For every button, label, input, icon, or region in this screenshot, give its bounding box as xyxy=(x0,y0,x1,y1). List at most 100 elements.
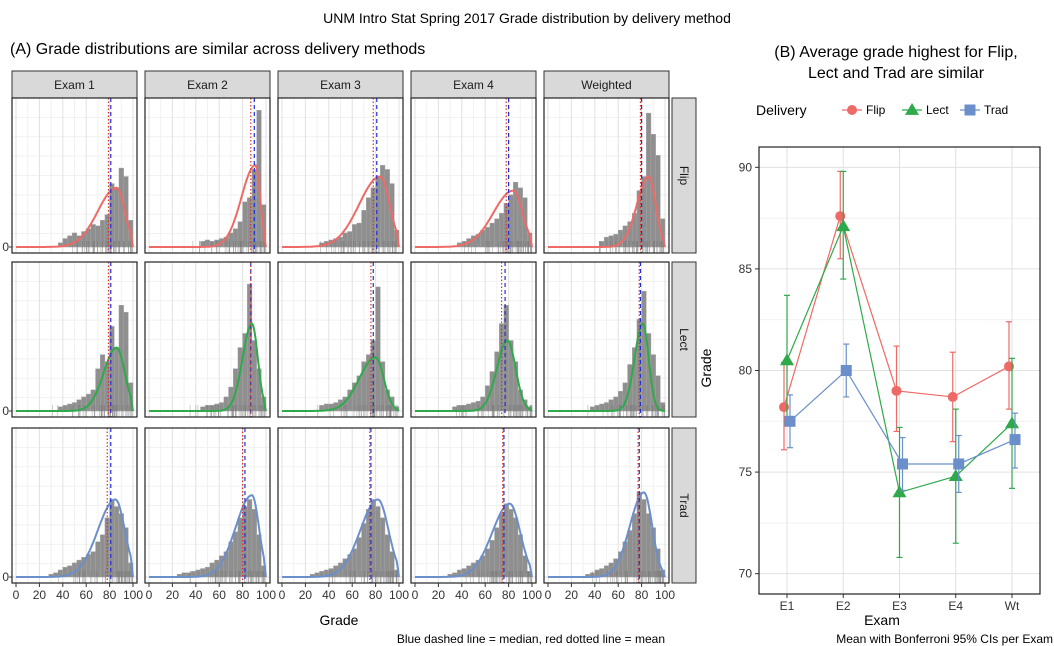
y-tick-label: 0 xyxy=(2,240,9,254)
x-tick-label: 80 xyxy=(103,588,117,602)
histogram-bar xyxy=(237,517,243,578)
histogram-bar xyxy=(109,183,115,248)
facet-panel-border xyxy=(277,427,404,584)
histogram-bar xyxy=(499,212,505,248)
histogram-bar xyxy=(503,503,509,578)
density-curve xyxy=(548,322,666,412)
x-tick-label: 100 xyxy=(256,588,276,602)
histogram-bar xyxy=(123,527,129,578)
histogram-bar xyxy=(494,527,500,578)
facet-strip-label: Exam 2 xyxy=(187,78,228,92)
histogram-bar xyxy=(100,534,106,578)
histogram-bar xyxy=(655,155,661,248)
density-curve xyxy=(548,175,666,248)
histogram-bar xyxy=(242,201,248,248)
histogram-bar xyxy=(114,347,120,412)
density-curve xyxy=(16,186,134,248)
facet-panel-border xyxy=(144,427,271,584)
facet-panel-border xyxy=(410,427,537,584)
panel-b-x-tick-label: E3 xyxy=(892,599,907,613)
x-tick-label: 100 xyxy=(522,588,542,602)
histogram-bar xyxy=(352,224,358,248)
x-tick-label: 60 xyxy=(479,588,493,602)
series-point-lect xyxy=(892,485,907,498)
panel-b-caption: Mean with Bonferroni 95% CIs per Exam xyxy=(836,632,1053,646)
histogram-bar xyxy=(251,509,257,578)
series-point-flip xyxy=(891,385,902,396)
facet-strip-3 xyxy=(410,70,537,99)
facet-panel-border xyxy=(144,261,271,418)
density-curve xyxy=(548,491,666,578)
panel-b-border xyxy=(758,146,1041,595)
panel-b-title-line-2: Lect and Trad are similar xyxy=(808,65,985,82)
y-axis-label-grade: Grade xyxy=(698,348,714,387)
histogram-bar xyxy=(508,194,514,248)
histogram-bar xyxy=(361,523,367,578)
panel-b-y-tick-label: 90 xyxy=(739,160,753,174)
x-tick-label: 80 xyxy=(502,588,516,602)
facet-row-strip-0 xyxy=(671,97,697,254)
histogram-bar xyxy=(489,222,495,248)
facet-panel-border xyxy=(11,97,138,254)
x-tick-label: 60 xyxy=(346,588,360,602)
x-tick-label: 0 xyxy=(279,588,286,602)
series-point-trad xyxy=(953,458,965,470)
density-curve xyxy=(415,189,533,248)
histogram-bar xyxy=(380,517,386,578)
series-point-trad xyxy=(784,415,796,427)
panel-a-caption: Blue dashed line = median, red dotted li… xyxy=(397,632,665,646)
facet-row-strip-label: Lect xyxy=(677,328,691,351)
series-point-trad xyxy=(840,365,852,376)
density-curve xyxy=(149,322,267,412)
legend-key-lect xyxy=(905,103,919,115)
facet-panel-border xyxy=(410,261,537,418)
x-tick-label: 40 xyxy=(455,588,469,602)
x-tick-label: 100 xyxy=(655,588,675,602)
facet-panel-border xyxy=(543,97,670,254)
series-point-trad xyxy=(897,458,908,470)
histogram-bar xyxy=(375,506,381,578)
series-point-lect xyxy=(780,353,794,366)
panel-b-title-line-1: (B) Average grade highest for Flip, xyxy=(774,44,1017,61)
histogram-bar xyxy=(123,312,129,412)
histogram-bar xyxy=(247,499,253,578)
x-tick-label: 20 xyxy=(299,588,313,602)
main-title: UNM Intro Stat Spring 2017 Grade distrib… xyxy=(323,10,731,26)
histogram-bar xyxy=(247,197,253,248)
panel-b-y-tick-label: 80 xyxy=(739,364,753,378)
x-tick-label: 20 xyxy=(166,588,180,602)
density-curve xyxy=(415,339,533,412)
x-tick-label: 60 xyxy=(80,588,94,602)
facet-strip-1 xyxy=(144,70,271,99)
x-tick-label: 80 xyxy=(369,588,383,602)
x-tick-label: 20 xyxy=(432,588,446,602)
facet-panel-border xyxy=(543,261,670,418)
histogram-bar xyxy=(356,537,362,578)
x-tick-label: 40 xyxy=(322,588,336,602)
x-tick-label: 0 xyxy=(545,588,552,602)
series-point-trad xyxy=(1009,434,1021,446)
x-tick-label: 80 xyxy=(635,588,649,602)
x-tick-label: 0 xyxy=(13,588,20,602)
histogram-bar xyxy=(384,534,390,578)
y-tick-label: 0 xyxy=(2,404,9,418)
facet-panel-border xyxy=(543,427,670,584)
histogram-bar xyxy=(251,340,257,412)
histogram-bar xyxy=(632,513,638,578)
facet-panel-border xyxy=(11,261,138,418)
histogram-bar xyxy=(641,499,647,578)
x-axis-label-exam: Exam xyxy=(864,612,900,628)
facet-row-strip-label: Trad xyxy=(677,493,691,517)
facet-panel-border xyxy=(144,97,271,254)
panel-b-x-tick-label: E2 xyxy=(836,599,851,613)
density-curve xyxy=(282,175,400,248)
panel-b-y-tick-label: 70 xyxy=(739,567,753,581)
facet-strip-label: Exam 4 xyxy=(453,78,494,92)
histogram-bar xyxy=(641,290,647,412)
facet-row-strip-label: Flip xyxy=(677,166,691,186)
x-tick-label: 60 xyxy=(213,588,227,602)
density-curve xyxy=(149,164,267,248)
x-tick-label: 40 xyxy=(189,588,203,602)
x-tick-label: 0 xyxy=(146,588,153,602)
